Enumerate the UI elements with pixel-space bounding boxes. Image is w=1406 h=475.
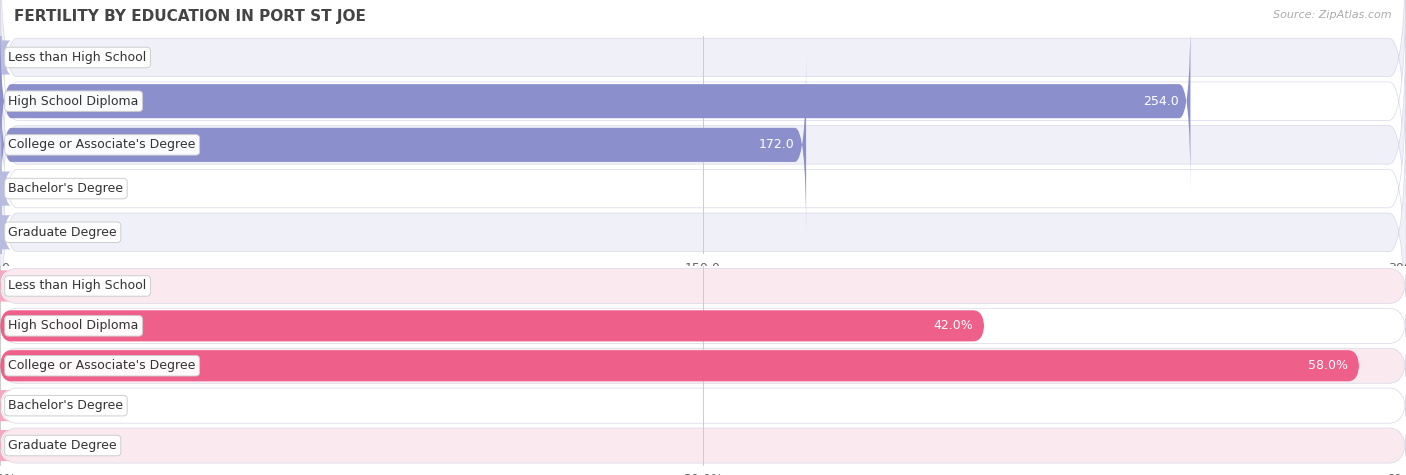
FancyBboxPatch shape: [0, 0, 11, 145]
FancyBboxPatch shape: [0, 0, 1406, 239]
Text: 172.0: 172.0: [759, 138, 794, 152]
Text: High School Diploma: High School Diploma: [8, 319, 139, 332]
Text: Bachelor's Degree: Bachelor's Degree: [8, 399, 124, 412]
Text: High School Diploma: High School Diploma: [8, 95, 139, 108]
FancyBboxPatch shape: [0, 50, 1406, 327]
FancyBboxPatch shape: [0, 101, 11, 276]
Text: College or Associate's Degree: College or Associate's Degree: [8, 359, 195, 372]
Text: Bachelor's Degree: Bachelor's Degree: [8, 182, 124, 195]
Text: 254.0: 254.0: [1143, 95, 1180, 108]
Text: Less than High School: Less than High School: [8, 279, 146, 293]
FancyBboxPatch shape: [0, 308, 1406, 343]
FancyBboxPatch shape: [0, 268, 1406, 304]
Text: Less than High School: Less than High School: [8, 51, 146, 64]
Text: FERTILITY BY EDUCATION IN PORT ST JOE: FERTILITY BY EDUCATION IN PORT ST JOE: [14, 10, 366, 25]
FancyBboxPatch shape: [0, 57, 806, 233]
FancyBboxPatch shape: [0, 0, 1406, 196]
Text: Graduate Degree: Graduate Degree: [8, 226, 117, 239]
FancyBboxPatch shape: [0, 428, 1406, 463]
Text: 0.0%: 0.0%: [15, 279, 48, 293]
Text: 42.0%: 42.0%: [934, 319, 973, 332]
FancyBboxPatch shape: [0, 13, 1191, 189]
FancyBboxPatch shape: [0, 7, 1406, 283]
Text: Graduate Degree: Graduate Degree: [8, 439, 117, 452]
FancyBboxPatch shape: [0, 94, 1406, 371]
Text: 0.0%: 0.0%: [15, 439, 48, 452]
Text: 58.0%: 58.0%: [1308, 359, 1348, 372]
Text: 0.0: 0.0: [15, 182, 35, 195]
Text: College or Associate's Degree: College or Associate's Degree: [8, 138, 195, 152]
FancyBboxPatch shape: [0, 348, 1406, 383]
FancyBboxPatch shape: [0, 144, 11, 320]
Text: Source: ZipAtlas.com: Source: ZipAtlas.com: [1274, 10, 1392, 19]
FancyBboxPatch shape: [0, 270, 11, 302]
FancyBboxPatch shape: [0, 350, 1360, 381]
FancyBboxPatch shape: [0, 430, 11, 461]
FancyBboxPatch shape: [0, 390, 11, 421]
Text: 0.0: 0.0: [15, 226, 35, 239]
Text: 0.0%: 0.0%: [15, 399, 48, 412]
FancyBboxPatch shape: [0, 388, 1406, 423]
FancyBboxPatch shape: [0, 310, 984, 342]
Text: 0.0: 0.0: [15, 51, 35, 64]
